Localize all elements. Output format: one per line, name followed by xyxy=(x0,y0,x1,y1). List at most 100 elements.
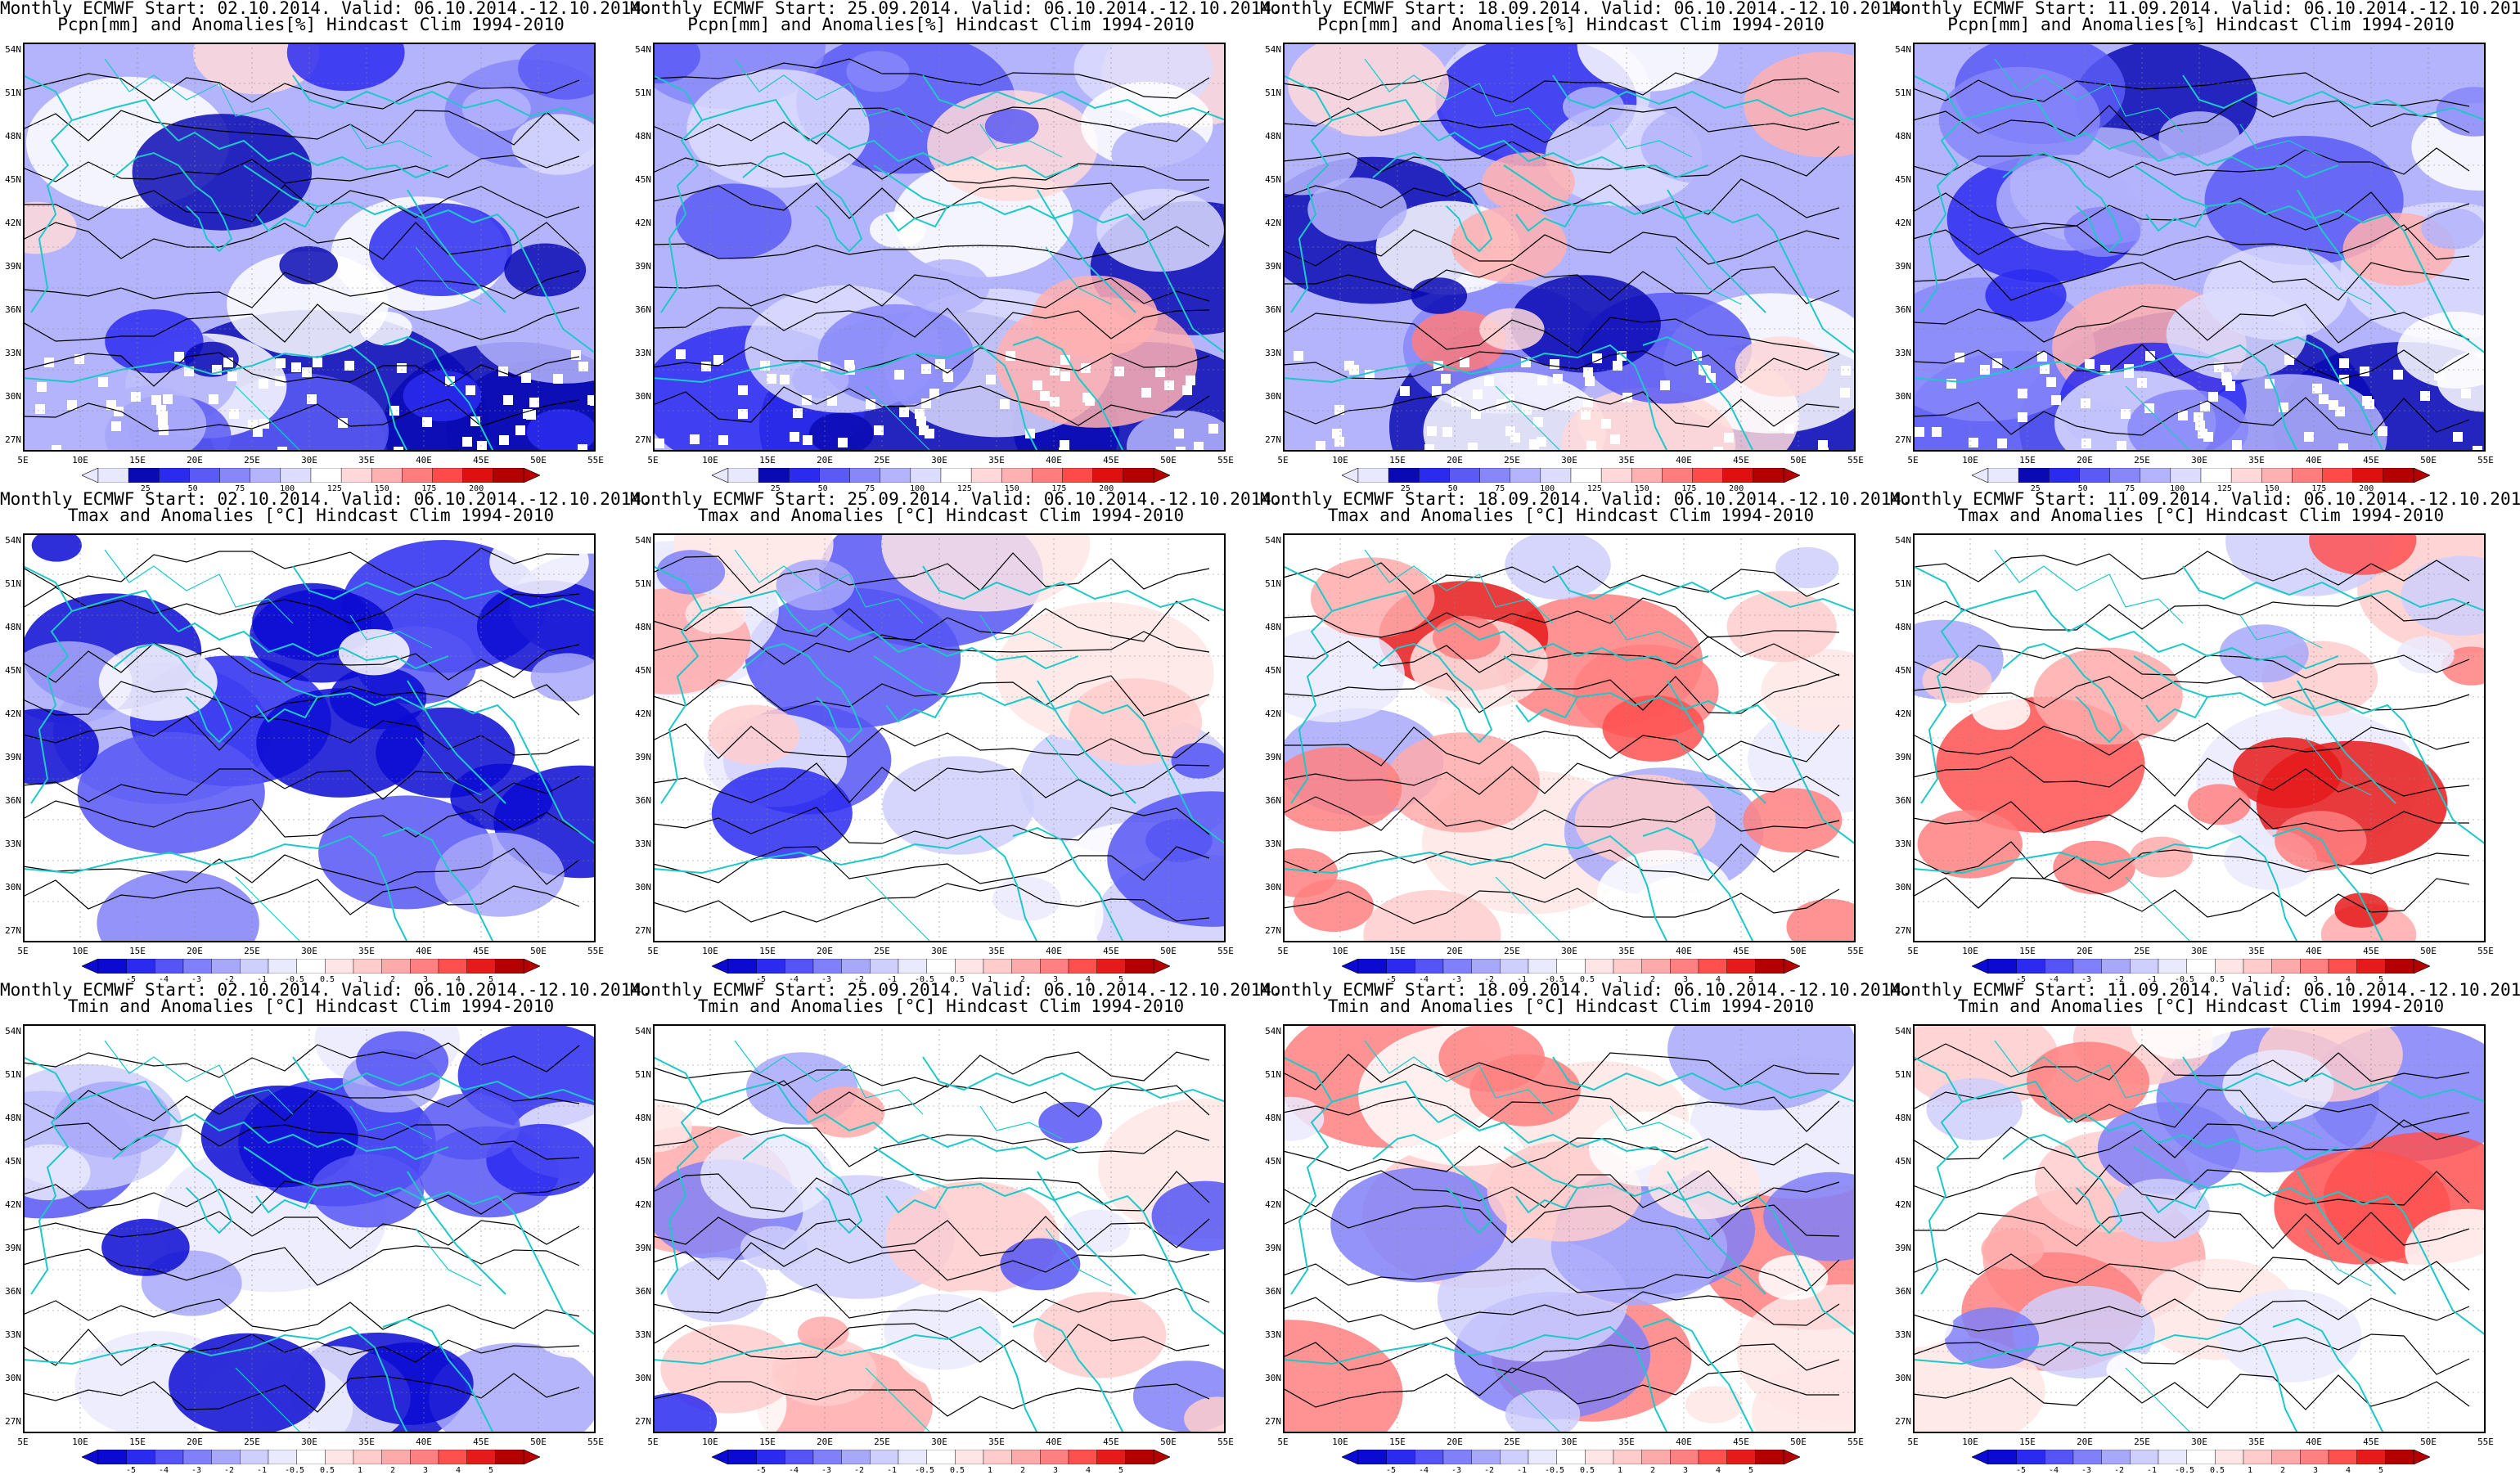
anomaly-region xyxy=(776,560,855,611)
colorbar-swatch xyxy=(1419,468,1450,483)
longitude-label: 15E xyxy=(129,455,146,465)
colorbar-tick-label: 2 xyxy=(389,1466,396,1475)
colorbar-tick-label: 200 xyxy=(1729,484,1744,493)
latitude-label: 45N xyxy=(1895,1156,1911,1167)
longitude-label: 45E xyxy=(2363,455,2379,465)
coastline xyxy=(2002,642,2123,744)
anomaly-field xyxy=(23,43,596,452)
coastline xyxy=(1283,74,1334,313)
latitude-label: 45N xyxy=(5,665,21,676)
anomaly-region xyxy=(1505,1389,1581,1433)
colorbar-swatch xyxy=(495,1450,524,1464)
missing-data-cell xyxy=(1473,389,1483,399)
map-canvas xyxy=(23,533,596,942)
colorbar-tick-label: 0.5 xyxy=(949,1466,965,1475)
anomaly-region xyxy=(2274,1149,2450,1265)
forecast-panel: Monthly ECMWF Start: 25.09.2014. Valid: … xyxy=(630,491,1282,985)
latitude-label: 42N xyxy=(1265,708,1281,719)
anomaly-region xyxy=(1283,848,1339,898)
forecast-panel: Monthly ECMWF Start: 18.09.2014. Valid: … xyxy=(1260,491,1912,985)
colorbar-tick-label: 2 xyxy=(389,975,396,984)
missing-data-cell xyxy=(397,363,407,373)
contour-line xyxy=(1913,224,2470,260)
country-border xyxy=(2239,1105,2323,1140)
contour-line xyxy=(1913,676,2470,711)
latitude-label: 27N xyxy=(1265,925,1281,936)
latitude-label: 39N xyxy=(635,261,651,272)
latitude-label: 36N xyxy=(5,795,21,806)
longitude-label: 5E xyxy=(1907,1437,1919,1447)
anomaly-region xyxy=(700,1132,834,1219)
contour-line xyxy=(653,226,1210,260)
colorbar-swatch xyxy=(2140,468,2171,483)
colorbar-swatch xyxy=(1726,1450,1756,1464)
longitude-label: 15E xyxy=(759,946,776,956)
longitude-label: 20E xyxy=(1447,455,1463,465)
contour-line xyxy=(23,768,580,804)
colorbar-tick-label: 75 xyxy=(865,484,875,493)
colorbar xyxy=(1342,468,1800,483)
longitude-label: 10E xyxy=(1332,1437,1348,1447)
missing-data-cell xyxy=(52,445,61,452)
anomaly-map xyxy=(1913,533,2486,942)
latitude-label: 33N xyxy=(635,1329,651,1340)
anomaly-region xyxy=(489,533,589,595)
colorbar-swatch xyxy=(1442,1450,1472,1464)
longitude-label: 50E xyxy=(1790,1437,1807,1447)
colorbar-swatch xyxy=(1670,1450,1699,1464)
missing-data-cell xyxy=(1060,440,1069,450)
latitude-label: 30N xyxy=(5,1373,21,1383)
latitude-label: 48N xyxy=(5,131,21,142)
missing-data-cell xyxy=(1344,361,1354,371)
missing-data-cell xyxy=(2051,395,2061,405)
colorbar xyxy=(1972,959,2430,974)
anomaly-map xyxy=(653,1024,1226,1433)
colorbar-tick-label: -0.5 xyxy=(914,1466,935,1475)
missing-data-cell xyxy=(2362,396,2372,406)
colorbar-tick-label: -3 xyxy=(1451,1466,1462,1475)
contour-line xyxy=(23,798,580,838)
colorbar-tick-label: 5 xyxy=(1748,1466,1754,1475)
missing-data-cell xyxy=(2124,368,2134,378)
missing-data-cell xyxy=(151,395,161,405)
latitude-label: 45N xyxy=(5,1156,21,1167)
latitude-label: 45N xyxy=(635,174,651,185)
map-canvas xyxy=(653,1024,1226,1433)
colorbar xyxy=(1972,468,2430,483)
contour-line xyxy=(653,1242,1210,1281)
longitude-label: 50E xyxy=(1160,455,1177,465)
latitude-label: 33N xyxy=(1265,839,1281,849)
colorbar-tick-label: 0.5 xyxy=(1579,975,1595,984)
contour-lines xyxy=(23,73,580,432)
colorbar-tick-label: 50 xyxy=(187,484,198,493)
colorbar-tick-label: 4 xyxy=(455,1466,461,1475)
contour-line xyxy=(653,1171,1210,1212)
colorbar-swatch xyxy=(2243,1450,2272,1464)
latitude-label: 48N xyxy=(1265,131,1281,142)
colorbar-swatch xyxy=(1540,468,1572,483)
contour-lines xyxy=(653,552,1210,923)
anomaly-region xyxy=(227,251,389,357)
longitude-label: 15E xyxy=(2019,1437,2036,1447)
forecast-panel: Monthly ECMWF Start: 11.09.2014. Valid: … xyxy=(1890,491,2520,985)
colorbar-swatch xyxy=(353,959,382,974)
missing-data-cell xyxy=(1932,427,1942,437)
missing-data-cell xyxy=(1400,386,1410,396)
contour-lines xyxy=(1283,1052,1840,1408)
anomaly-region xyxy=(2166,289,2307,380)
coastline xyxy=(701,589,809,632)
longitude-label: 45E xyxy=(2363,1437,2379,1447)
missing-data-cell xyxy=(477,441,487,451)
colorbar-tick-label: -0.5 xyxy=(2174,975,2195,984)
longitude-label: 35E xyxy=(988,455,1005,465)
contour-line xyxy=(1913,1119,2470,1160)
colorbar-tick-label: 25 xyxy=(770,484,781,493)
latitude-label: 51N xyxy=(1895,1069,1911,1080)
graticule xyxy=(1913,1024,2486,1433)
colorbar-swatch xyxy=(1357,1450,1387,1464)
longitude-label: 25E xyxy=(244,1437,260,1447)
colorbar-tick-label: 3 xyxy=(1052,975,1059,984)
latitude-label: 36N xyxy=(1265,1286,1281,1297)
panel-title-variable: Tmax and Anomalies [°C] Hindcast Clim 19… xyxy=(697,506,1185,525)
anomaly-region xyxy=(450,763,554,831)
